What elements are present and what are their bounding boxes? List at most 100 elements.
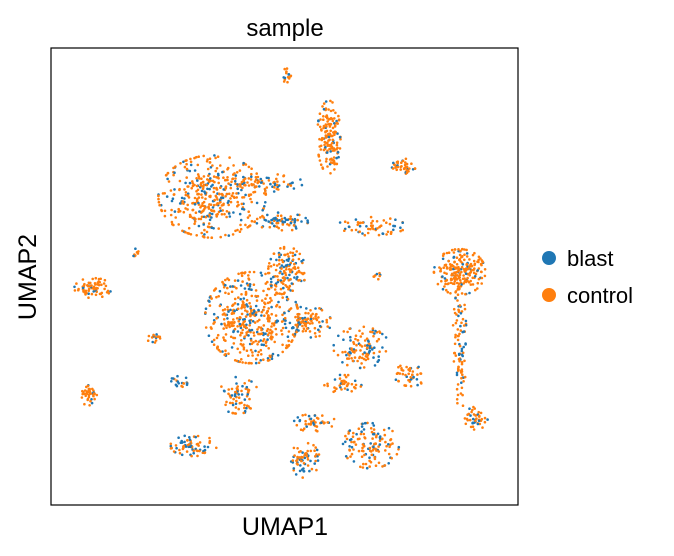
- point-control: [457, 285, 461, 288]
- point-control: [241, 196, 244, 199]
- point-blast: [250, 328, 254, 332]
- point-control: [247, 177, 251, 180]
- point-control: [453, 277, 457, 281]
- point-control: [332, 156, 336, 159]
- point-control: [329, 109, 333, 113]
- point-control: [208, 213, 211, 217]
- point-control: [275, 264, 279, 267]
- point-blast: [134, 247, 137, 250]
- point-blast: [363, 351, 366, 354]
- point-control: [205, 160, 209, 163]
- point-control: [323, 143, 326, 147]
- point-blast: [264, 201, 267, 204]
- point-control: [328, 125, 332, 128]
- point-control: [318, 125, 322, 129]
- point-control: [300, 320, 303, 324]
- point-control: [240, 202, 244, 206]
- point-control: [296, 266, 300, 270]
- point-control: [276, 180, 279, 183]
- point-control: [463, 307, 467, 311]
- point-control: [361, 466, 365, 469]
- point-control: [83, 402, 86, 406]
- point-control: [480, 417, 484, 421]
- point-control: [471, 283, 475, 286]
- point-control: [371, 330, 374, 334]
- point-control: [405, 365, 408, 369]
- point-control: [153, 341, 157, 344]
- point-control: [172, 166, 175, 170]
- point-control: [214, 169, 217, 173]
- point-control: [244, 309, 247, 312]
- point-control: [373, 456, 377, 459]
- point-control: [294, 315, 297, 319]
- point-control: [283, 316, 287, 320]
- point-blast: [473, 275, 477, 278]
- point-control: [300, 271, 304, 275]
- point-control: [373, 442, 376, 446]
- point-blast: [184, 376, 188, 380]
- point-control: [326, 165, 329, 168]
- point-blast: [182, 160, 185, 164]
- point-control: [369, 227, 372, 231]
- point-control: [453, 280, 457, 283]
- point-control: [240, 312, 244, 316]
- point-control: [236, 325, 239, 328]
- point-control: [204, 311, 207, 314]
- point-control: [321, 166, 324, 169]
- point-control: [445, 251, 449, 255]
- point-blast: [281, 220, 284, 223]
- point-control: [272, 263, 276, 267]
- point-control: [75, 282, 78, 285]
- point-control: [448, 268, 452, 271]
- point-control: [88, 390, 92, 393]
- point-control: [453, 311, 457, 315]
- point-blast: [354, 218, 358, 221]
- point-blast: [459, 312, 463, 315]
- point-control: [449, 281, 453, 285]
- point-control: [359, 221, 362, 225]
- point-control: [369, 450, 373, 453]
- point-control: [270, 299, 273, 302]
- point-control: [170, 208, 173, 212]
- point-control: [273, 186, 276, 189]
- point-control: [208, 161, 212, 164]
- point-blast: [208, 187, 211, 191]
- point-blast: [248, 283, 252, 286]
- point-control: [400, 367, 403, 370]
- point-control: [328, 147, 331, 151]
- point-control: [464, 280, 468, 284]
- point-control: [218, 206, 222, 210]
- point-blast: [241, 318, 245, 321]
- point-blast: [309, 417, 313, 421]
- point-blast: [368, 350, 371, 354]
- point-control: [207, 222, 211, 225]
- point-blast: [251, 312, 254, 315]
- point-control: [85, 392, 89, 396]
- point-control: [318, 112, 322, 115]
- point-control: [299, 428, 303, 432]
- point-blast: [260, 181, 263, 184]
- point-control: [456, 393, 460, 397]
- point-control: [199, 217, 203, 221]
- point-control: [306, 464, 310, 467]
- point-blast: [170, 380, 173, 383]
- point-control: [454, 333, 457, 337]
- point-control: [377, 337, 381, 341]
- point-blast: [174, 383, 178, 387]
- point-control: [266, 317, 269, 321]
- point-control: [317, 316, 320, 319]
- point-control: [374, 464, 378, 468]
- point-control: [361, 332, 364, 335]
- point-control: [238, 401, 242, 405]
- point-control: [230, 290, 234, 294]
- point-control: [267, 319, 270, 323]
- point-control: [247, 274, 250, 277]
- point-control: [195, 155, 198, 159]
- point-control: [267, 265, 270, 268]
- point-control: [315, 453, 318, 456]
- point-control: [226, 277, 229, 280]
- point-control: [358, 356, 361, 360]
- point-control: [329, 99, 332, 103]
- point-control: [472, 259, 476, 263]
- point-control: [355, 343, 358, 347]
